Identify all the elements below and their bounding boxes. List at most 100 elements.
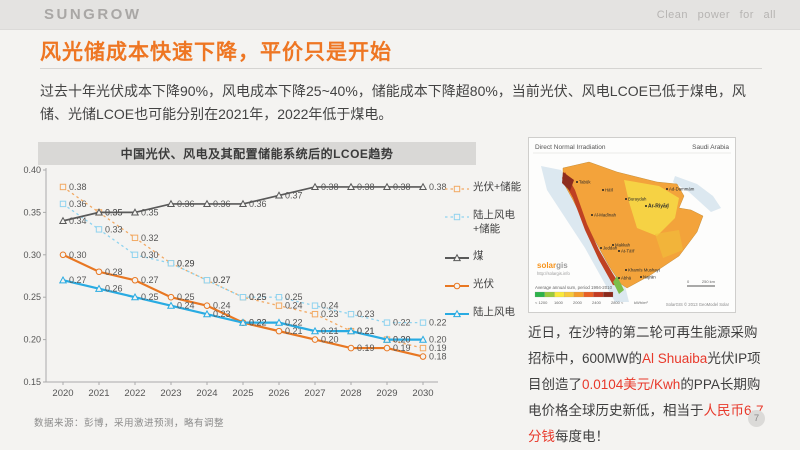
svg-text:Ar-Riyāḍ: Ar-Riyāḍ bbox=[648, 204, 669, 210]
svg-text:solargis: solargis bbox=[537, 261, 568, 270]
svg-text:0.36: 0.36 bbox=[249, 199, 267, 209]
svg-text:0.22: 0.22 bbox=[429, 318, 447, 328]
svg-text:0.36: 0.36 bbox=[177, 199, 195, 209]
svg-text:0.32: 0.32 bbox=[141, 233, 159, 243]
svg-text:0.27: 0.27 bbox=[69, 275, 87, 285]
svg-text:0.29: 0.29 bbox=[177, 258, 195, 268]
svg-text:2025: 2025 bbox=[232, 388, 253, 399]
svg-text:0.15: 0.15 bbox=[23, 377, 41, 387]
legend-item-陆上风电+储能: 陆上风电+储能 bbox=[444, 208, 522, 236]
svg-text:0.38: 0.38 bbox=[357, 182, 375, 192]
lcoe-chart: 中国光伏、风电及其配置储能系统后的LCOE趋势 0.40 0.35 0.30 0.25… bbox=[20, 138, 522, 406]
svg-text:Tabūk: Tabūk bbox=[579, 180, 591, 185]
svg-text:0.29: 0.29 bbox=[177, 258, 195, 268]
dni-map-card: Direct Normal Irradiation Saudi Arabia T… bbox=[528, 137, 736, 313]
svg-text:0.25: 0.25 bbox=[177, 292, 195, 302]
svg-text:0.24: 0.24 bbox=[285, 301, 303, 311]
svg-text:0.40: 0.40 bbox=[23, 166, 41, 175]
legend-label: 陆上风电+储能 bbox=[473, 209, 515, 235]
svg-text:Al-Madīnah: Al-Madīnah bbox=[594, 213, 617, 218]
solargis-url: http://solargis.info bbox=[537, 271, 570, 276]
map-credit: SolarGIS © 2013 GeoModel Solar bbox=[666, 302, 730, 307]
svg-text:0.27: 0.27 bbox=[213, 275, 231, 285]
svg-text:0.19: 0.19 bbox=[429, 343, 447, 353]
header-bar: SUNGROW Clean power for all bbox=[0, 0, 800, 30]
intro-paragraph: 过去十年光伏成本下降90%，风电成本下降25~40%，储能成本下降超80%，当前… bbox=[40, 83, 746, 122]
data-source-note: 数据来源：彭博，采用激进预测，略有调整 bbox=[34, 418, 225, 429]
legend-label: 煤 bbox=[473, 250, 484, 262]
chart-plot: 0.40 0.35 0.30 0.25 0.20 0.15 2020 2021 2022 2023… bbox=[23, 166, 447, 399]
svg-text:0.21: 0.21 bbox=[357, 326, 375, 336]
series-陆上风电+储能: 0.360.330.300.290.270.25 0.250.240.230.22… bbox=[59, 199, 447, 328]
svg-text:0.25: 0.25 bbox=[249, 292, 267, 302]
svg-text:0.30: 0.30 bbox=[69, 250, 87, 260]
legend-label: 光伏 bbox=[473, 278, 494, 290]
svg-text:0.22: 0.22 bbox=[249, 318, 267, 328]
svg-text:0.21: 0.21 bbox=[321, 326, 339, 336]
svg-text:0.23: 0.23 bbox=[321, 309, 339, 319]
legend-item-光伏+储能: 光伏+储能 bbox=[444, 180, 522, 195]
news-highlight: 0.0104美元/Kwh bbox=[582, 377, 681, 392]
svg-text:Hā'il: Hā'il bbox=[605, 188, 613, 193]
svg-text:0.27: 0.27 bbox=[141, 275, 159, 285]
svg-text:0.28: 0.28 bbox=[105, 267, 123, 277]
svg-text:0.38: 0.38 bbox=[393, 182, 411, 192]
svg-text:0.19: 0.19 bbox=[357, 343, 375, 353]
page-title: 风光储成本快速下降，平价只是开始 bbox=[40, 41, 392, 64]
svg-text:0.36: 0.36 bbox=[69, 199, 87, 209]
svg-text:0.25: 0.25 bbox=[249, 292, 267, 302]
map-scale-bar: 0 250 km bbox=[687, 279, 716, 287]
svg-text:2400: 2400 bbox=[592, 300, 602, 305]
svg-text:0.27: 0.27 bbox=[213, 275, 231, 285]
legend-label: 陆上风电 bbox=[473, 306, 515, 318]
svg-text:0.25: 0.25 bbox=[285, 292, 303, 302]
news-text-segment: 光伏IP项目创造了 bbox=[528, 351, 761, 392]
svg-text:0.37: 0.37 bbox=[285, 190, 303, 200]
svg-text:0.34: 0.34 bbox=[69, 216, 87, 226]
svg-text:0.20: 0.20 bbox=[23, 335, 41, 345]
series-陆上风电: 0.270.260.250.240.230.22 0.220.21 0.210.20… bbox=[58, 275, 447, 345]
svg-text:Average annual sum, period 199: Average annual sum, period 1994-2010 bbox=[535, 285, 613, 290]
svg-text:Khamīs Mushayt: Khamīs Mushayt bbox=[628, 268, 661, 273]
svg-text:0.21: 0.21 bbox=[285, 326, 303, 336]
solargis-logo: solargis http://solargis.info bbox=[537, 261, 570, 276]
chart-title: 中国光伏、风电及其配置储能系统后的LCOE趋势 bbox=[38, 142, 476, 165]
series-光伏: 0.300.280.270.250.240.220.210.200.19 0.19… bbox=[59, 250, 447, 362]
svg-text:2021: 2021 bbox=[88, 388, 109, 399]
svg-text:0.23: 0.23 bbox=[213, 309, 231, 319]
svg-text:Makkah: Makkah bbox=[615, 243, 631, 248]
svg-text:0.35: 0.35 bbox=[23, 207, 41, 217]
map-title-right: Saudi Arabia bbox=[692, 144, 729, 151]
svg-text:0.30: 0.30 bbox=[23, 250, 41, 260]
svg-text:0.35: 0.35 bbox=[141, 207, 159, 217]
svg-text:2029: 2029 bbox=[376, 388, 397, 399]
svg-text:0.24: 0.24 bbox=[321, 301, 339, 311]
svg-text:At-Tā'if: At-Tā'if bbox=[621, 249, 635, 254]
sungrow-logo: SUNGROW bbox=[44, 6, 142, 23]
svg-text:2800 <: 2800 < bbox=[611, 300, 624, 305]
legend-item-煤: 煤 bbox=[444, 249, 522, 264]
news-paragraph: 近日，在沙特的第二轮可再生能源采购招标中，600MW的Al Shuaiba光伏I… bbox=[528, 320, 768, 450]
svg-text:Jeddah: Jeddah bbox=[603, 246, 618, 251]
svg-text:1600: 1600 bbox=[554, 300, 564, 305]
svg-text:2000: 2000 bbox=[573, 300, 583, 305]
map-title-left: Direct Normal Irradiation bbox=[535, 144, 606, 151]
svg-text:0.26: 0.26 bbox=[105, 284, 123, 294]
svg-text:Ad-Dammām: Ad-Dammām bbox=[669, 187, 695, 192]
svg-text:0: 0 bbox=[687, 279, 690, 284]
chart-legend: 光伏+储能陆上风电+储能煤光伏陆上风电 bbox=[444, 180, 522, 333]
svg-text:2024: 2024 bbox=[196, 388, 217, 399]
svg-text:0.33: 0.33 bbox=[105, 224, 123, 234]
svg-text:0.20: 0.20 bbox=[429, 335, 447, 345]
header-tagline: Clean power for all bbox=[656, 8, 776, 21]
svg-text:0.30: 0.30 bbox=[141, 250, 159, 260]
svg-text:0.18: 0.18 bbox=[429, 352, 447, 362]
svg-text:0.19: 0.19 bbox=[393, 343, 411, 353]
dni-map: Direct Normal Irradiation Saudi Arabia T… bbox=[533, 144, 731, 307]
svg-text:2030: 2030 bbox=[412, 388, 433, 399]
svg-text:2027: 2027 bbox=[304, 388, 325, 399]
map-legend: Average annual sum, period 1994-2010 < 1… bbox=[534, 285, 648, 305]
legend-label: 光伏+储能 bbox=[473, 181, 522, 193]
svg-text:0.22: 0.22 bbox=[285, 318, 303, 328]
svg-text:2026: 2026 bbox=[268, 388, 289, 399]
